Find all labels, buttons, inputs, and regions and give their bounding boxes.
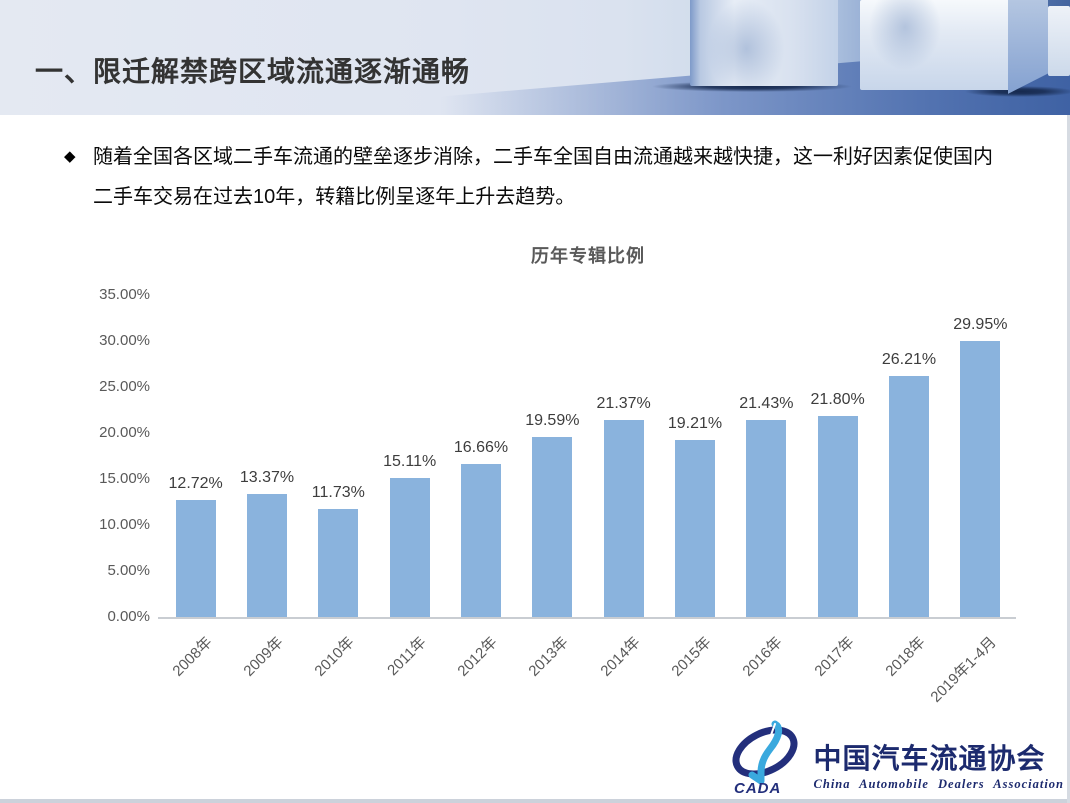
bar-2019年1-4月 <box>960 341 1001 617</box>
association-name-cn: 中国汽车流通协会 <box>813 744 1046 775</box>
chart: 历年专辑比例 35.00% 30.00% 25.00% 20.00% 15.00% 10.… <box>0 240 1070 720</box>
association-name-en: China Automobile Dealers Association <box>813 777 1064 791</box>
bar-2011年 <box>389 477 430 617</box>
intro-line-2: 二手车交易在过去10年，转籍比例呈逐年上升去趋势。 <box>93 186 576 208</box>
y-tick-label: 0.00% <box>107 608 150 625</box>
bar-2009年 <box>247 493 287 617</box>
y-tick-label: 20.00% <box>99 424 150 441</box>
slide-bottom-edge <box>0 799 1070 803</box>
intro-paragraph: 随着全国各区域二手车流通的壁垒逐步消除，二手车全国自由流通越来越快捷，这一利好因… <box>93 137 1051 217</box>
bar-value-label: 19.21% <box>667 415 723 433</box>
bar-value-label: 19.59% <box>525 411 580 429</box>
slide-header: 一、限迁解禁跨区域流通逐渐通畅 <box>0 0 1070 115</box>
bar-2014年 <box>603 420 644 617</box>
bar-value-label: 26.21% <box>881 350 937 368</box>
bar-value-label: 13.37% <box>239 468 295 486</box>
cada-acronym: CADA <box>734 780 781 795</box>
bar-value-label: 21.37% <box>596 395 651 413</box>
bar-value-label: 12.72% <box>168 474 223 492</box>
x-axis-line <box>158 617 1016 619</box>
bar-2016年 <box>746 419 787 617</box>
bar-value-label: 15.11% <box>383 452 437 470</box>
intro-line-1: 随着全国各区域二手车流通的壁垒逐步消除，二手车全国自由流通越来越快捷，这一利好因… <box>93 146 993 168</box>
header-cube-image <box>860 0 1010 90</box>
bar-2018年 <box>889 375 929 617</box>
cada-logo: CADA 中国汽车流通协会 China Automobile Dealers A… <box>720 719 1064 795</box>
y-tick-label: 25.00% <box>99 378 150 395</box>
bar-2012年 <box>461 463 501 617</box>
y-tick-label: 5.00% <box>107 562 150 579</box>
bar-2015年 <box>675 440 715 617</box>
bar-value-label: 21.80% <box>810 391 865 409</box>
y-tick-label: 15.00% <box>99 470 150 487</box>
bar-2010年 <box>318 509 359 617</box>
page-title: 一、限迁解禁跨区域流通逐渐通畅 <box>35 56 471 87</box>
logo-names: 中国汽车流通协会 China Automobile Dealers Associ… <box>814 745 1064 795</box>
header-cube-image <box>690 0 838 86</box>
cube-shadow <box>652 81 852 92</box>
slide-right-edge <box>1067 115 1070 803</box>
bar-value-label: 16.66% <box>453 438 509 456</box>
bar-2008年 <box>175 499 216 617</box>
y-tick-label: 35.00% <box>99 286 150 303</box>
cada-emblem-icon: CADA <box>732 720 797 795</box>
bar-value-label: 11.73% <box>311 484 365 502</box>
y-tick-label: 10.00% <box>99 516 150 533</box>
chart-title: 历年专辑比例 <box>531 246 645 266</box>
bar-value-label: 21.43% <box>739 394 794 412</box>
bar-value-label: 29.95% <box>953 316 1008 334</box>
cube-shadow <box>965 86 1070 97</box>
diamond-bullet-icon: ◆ <box>64 148 76 165</box>
bar-2013年 <box>532 436 573 617</box>
y-tick-label: 30.00% <box>99 332 150 349</box>
bar-2017年 <box>817 416 858 617</box>
header-cube-image <box>1048 6 1070 76</box>
